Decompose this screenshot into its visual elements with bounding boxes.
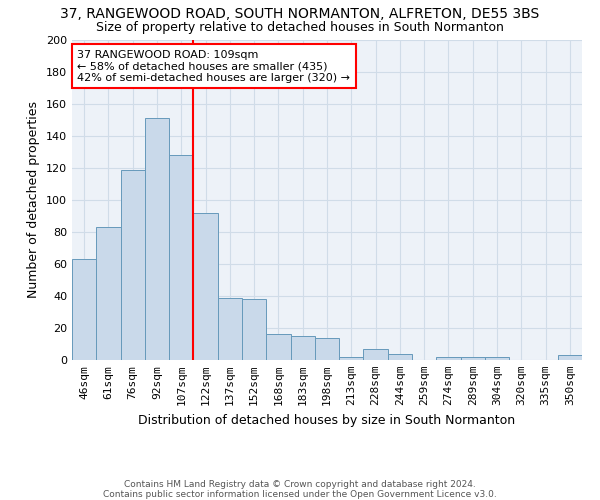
Text: 37 RANGEWOOD ROAD: 109sqm
← 58% of detached houses are smaller (435)
42% of semi: 37 RANGEWOOD ROAD: 109sqm ← 58% of detac… (77, 50, 350, 83)
Bar (485, 357, 509, 360)
Bar (290, 336, 315, 360)
Bar (339, 357, 364, 360)
Text: Size of property relative to detached houses in South Normanton: Size of property relative to detached ho… (96, 21, 504, 34)
Bar (266, 334, 290, 360)
X-axis label: Distribution of detached houses by size in South Normanton: Distribution of detached houses by size … (139, 414, 515, 426)
Bar (169, 155, 193, 360)
Bar (193, 213, 218, 360)
Bar (121, 170, 145, 360)
Text: 37, RANGEWOOD ROAD, SOUTH NORMANTON, ALFRETON, DE55 3BS: 37, RANGEWOOD ROAD, SOUTH NORMANTON, ALF… (61, 8, 539, 22)
Y-axis label: Number of detached properties: Number of detached properties (28, 102, 40, 298)
Bar (461, 357, 485, 360)
Bar (218, 298, 242, 360)
Bar (364, 349, 388, 360)
Bar (96, 227, 121, 360)
Bar (145, 118, 169, 360)
Bar (315, 338, 339, 360)
Text: Contains HM Land Registry data © Crown copyright and database right 2024.
Contai: Contains HM Land Registry data © Crown c… (103, 480, 497, 499)
Bar (72, 259, 96, 360)
Bar (436, 357, 461, 360)
Bar (558, 355, 582, 360)
Bar (242, 299, 266, 360)
Bar (388, 354, 412, 360)
